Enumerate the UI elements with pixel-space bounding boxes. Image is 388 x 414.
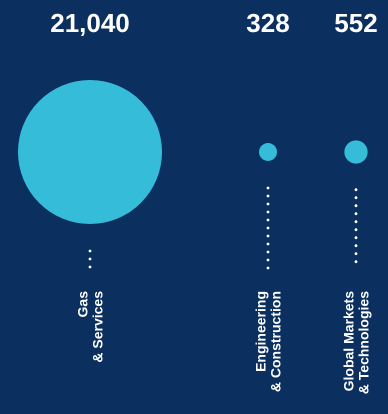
category-label-line: Global Markets <box>341 291 357 392</box>
dotted-leader <box>354 188 358 264</box>
category-label: Global Markets & Technologies <box>341 291 372 394</box>
category-label-line: & Technologies <box>356 291 372 394</box>
value-label: 552 <box>334 8 377 38</box>
value-label: 328 <box>246 8 289 38</box>
dotted-leader <box>88 249 92 269</box>
category-label-line: & Services <box>90 291 106 363</box>
dotted-leader <box>266 186 270 270</box>
bubble <box>259 143 277 161</box>
value-label: 21,040 <box>50 8 130 38</box>
category-label-line: & Construction <box>268 291 284 392</box>
category-label-line: Gas <box>75 291 91 318</box>
bubble <box>18 80 162 224</box>
category-label: Engineering & Construction <box>253 291 284 392</box>
category-label-line: Engineering <box>253 291 269 372</box>
category-label: Gas & Services <box>75 291 106 363</box>
bubble <box>344 140 368 164</box>
